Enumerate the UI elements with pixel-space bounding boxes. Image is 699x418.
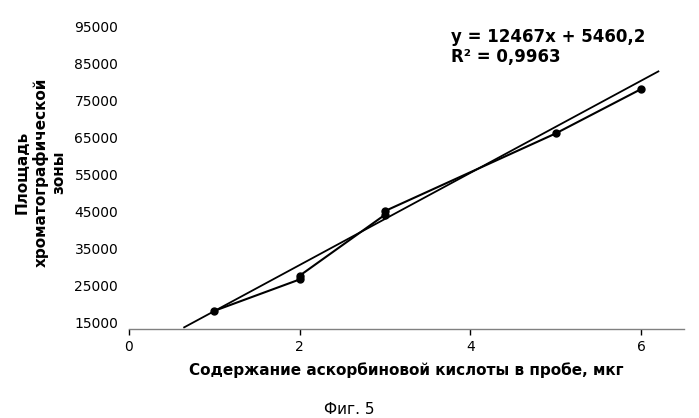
Text: Фиг. 5: Фиг. 5: [324, 402, 375, 417]
Point: [380, 212, 391, 218]
Point: [208, 308, 219, 314]
Point: [294, 276, 305, 283]
Point: [380, 208, 391, 214]
Point: [294, 273, 305, 279]
Text: y = 12467x + 5460,2
R² = 0,9963: y = 12467x + 5460,2 R² = 0,9963: [451, 28, 645, 66]
Y-axis label: Площадь
хроматографической
зоны: Площадь хроматографической зоны: [15, 77, 66, 267]
Point: [635, 86, 647, 92]
Point: [550, 130, 561, 137]
X-axis label: Содержание аскорбиновой кислоты в пробе, мкг: Содержание аскорбиновой кислоты в пробе,…: [189, 362, 624, 378]
